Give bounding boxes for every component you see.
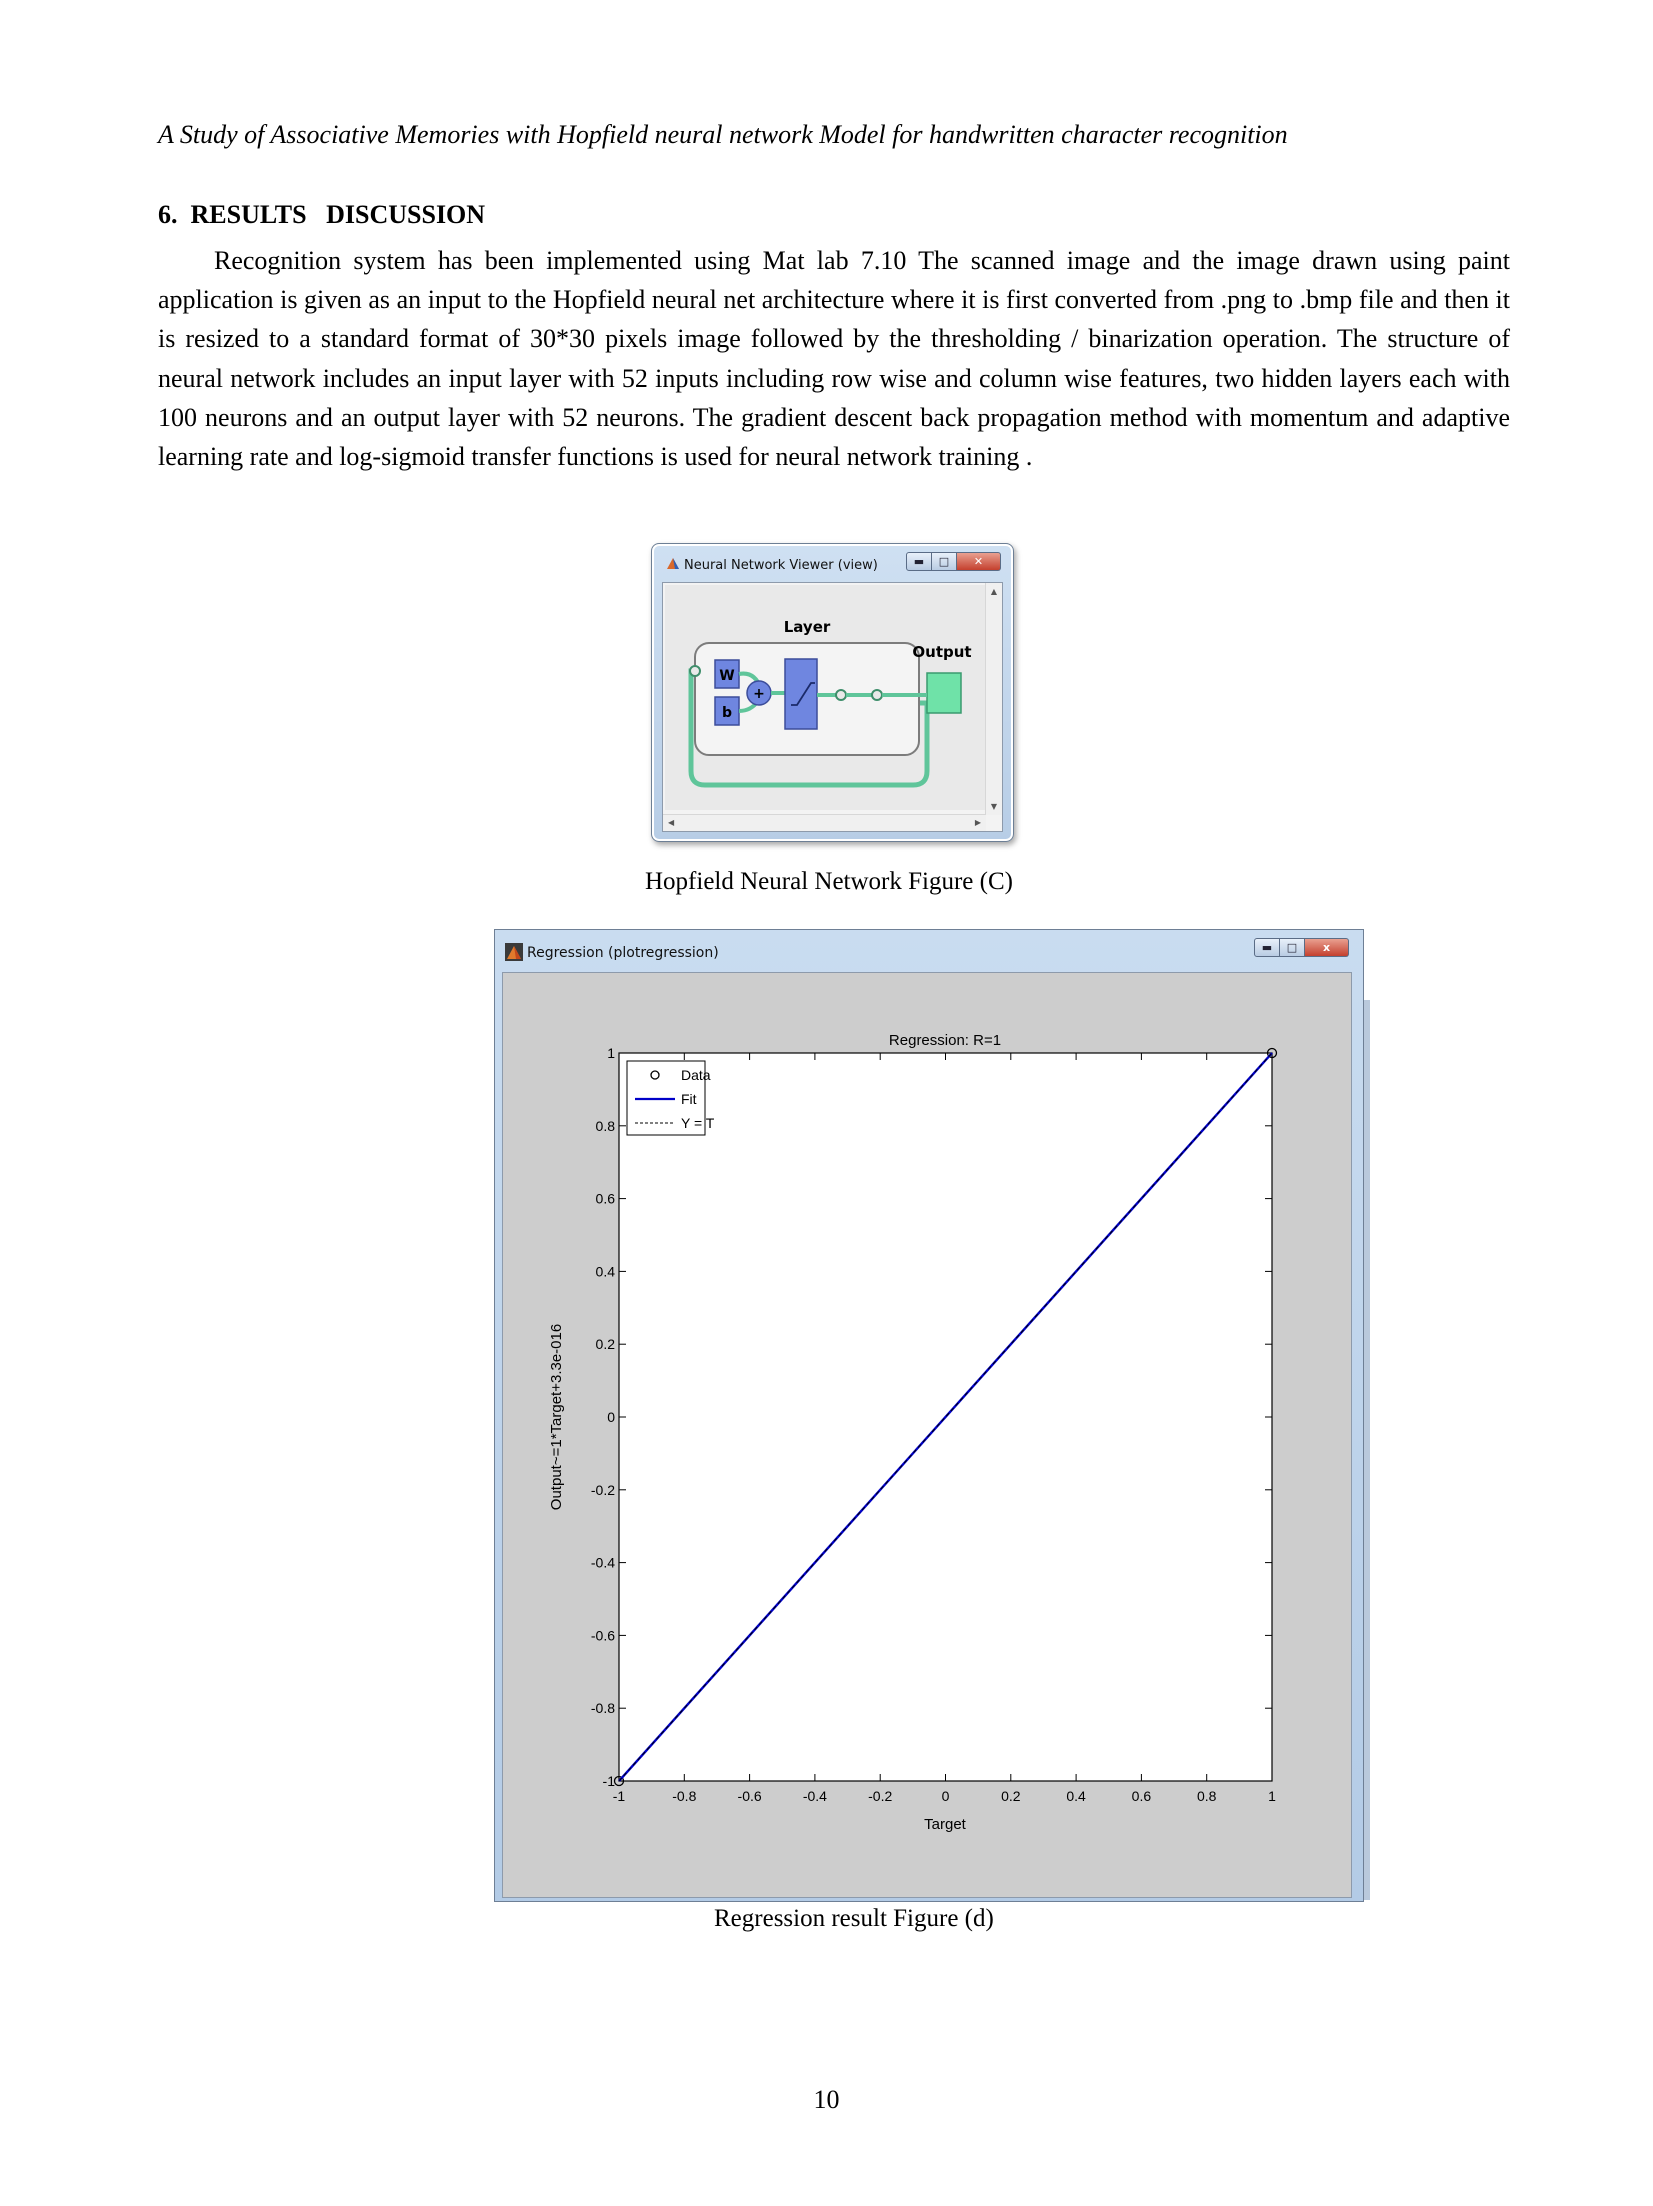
matlab-icon	[666, 556, 680, 575]
running-title: A Study of Associative Memories with Hop…	[158, 120, 1288, 149]
x-tick-label: 0.4	[1066, 1788, 1086, 1804]
vertical-scrollbar[interactable]: ▲ ▼	[985, 583, 1002, 815]
legend: Data Fit Y = T	[626, 1060, 715, 1136]
network-diagram: Layer W b +	[665, 585, 985, 810]
window-controls: ▬ □ ✕	[906, 552, 1001, 571]
y-tick-label: 1	[607, 1045, 615, 1061]
y-tick-label: 0.6	[596, 1191, 616, 1207]
scroll-right-icon[interactable]: ▶	[974, 818, 981, 827]
legend-marker	[650, 1070, 660, 1080]
results-paragraph: Recognition system has been implemented …	[158, 246, 1510, 472]
figure-c-caption: Hopfield Neural Network Figure (C)	[645, 868, 1013, 895]
data-point	[613, 1775, 625, 1787]
maximize-button[interactable]: □	[932, 552, 957, 571]
window-edge	[1364, 1000, 1370, 1900]
minimize-button[interactable]: ▬	[906, 552, 932, 571]
regression-figure-client: Regression: R=1 Target Output~=1*Target+…	[502, 972, 1352, 1898]
series-layer	[613, 1047, 1278, 1787]
window-controls: ▬ □ x	[1254, 938, 1349, 957]
x-tick-label: -0.4	[803, 1788, 827, 1804]
scroll-left-icon[interactable]: ◀	[668, 818, 675, 827]
horizontal-scrollbar[interactable]: ◀ ▶	[663, 814, 986, 831]
feedback-wire	[688, 695, 930, 788]
x-tick-label: 0.6	[1132, 1788, 1152, 1804]
close-button[interactable]: x	[1305, 938, 1349, 957]
y-tick-label: -0.6	[591, 1627, 615, 1643]
x-tick-label: 0.2	[1001, 1788, 1021, 1804]
regression-chart: Regression: R=1 Target Output~=1*Target+…	[548, 1032, 1278, 1833]
bias-block	[714, 696, 740, 726]
y-tick-label: 0.4	[596, 1263, 616, 1279]
axis-ticks: -1 -0.8 -0.6 -0.4 -0.2 0 0.2 0.4 0.6 0.8 1 -1 -0.8 -0…	[591, 1045, 1276, 1804]
scroll-down-icon[interactable]: ▼	[990, 802, 998, 811]
transfer-function-block	[784, 658, 818, 730]
legend-label: Data	[681, 1067, 711, 1083]
close-button[interactable]: ✕	[957, 552, 1001, 571]
x-tick-label: 0.8	[1197, 1788, 1217, 1804]
y-tick-label: -1	[603, 1773, 616, 1789]
minimize-icon: ▬	[1261, 941, 1273, 954]
section-heading: 6. RESULTS DISCUSSION	[158, 200, 486, 229]
x-tick-label: -1	[613, 1788, 626, 1804]
output-node	[835, 689, 847, 701]
identity-line	[618, 1052, 1273, 1782]
minimize-icon: ▬	[913, 555, 925, 568]
x-tick-label: -0.6	[738, 1788, 762, 1804]
close-icon: x	[1322, 941, 1331, 954]
legend-label: Y = T	[681, 1115, 715, 1131]
input-node	[689, 665, 701, 677]
nn-viewer-client: Layer W b +	[662, 582, 1003, 832]
y-tick-label: -0.2	[591, 1482, 615, 1498]
y-tick-label: 0.8	[596, 1118, 616, 1134]
y-tick-label: -0.4	[591, 1555, 615, 1571]
maximize-icon: □	[938, 555, 950, 568]
transfer-curve-icon	[791, 682, 815, 706]
close-icon: ✕	[973, 555, 984, 568]
window-title: Neural Network Viewer (view)	[684, 558, 878, 573]
y-tick-label: 0	[607, 1409, 615, 1425]
scroll-up-icon[interactable]: ▲	[990, 587, 998, 596]
output-label: Output	[912, 643, 971, 661]
matlab-icon	[505, 943, 523, 965]
page-number: 10	[813, 2085, 840, 2114]
output-block	[926, 672, 962, 714]
figure-d-caption: Regression result Figure (d)	[714, 1905, 994, 1932]
x-tick-label: -0.2	[868, 1788, 892, 1804]
maximize-icon: □	[1286, 941, 1298, 954]
x-tick-label: 0	[942, 1788, 950, 1804]
sum-label: +	[753, 686, 765, 702]
regression-window: Regression (plotregression) ▬ □ x Regres…	[494, 929, 1364, 1902]
maximize-button[interactable]: □	[1280, 938, 1305, 957]
data-point	[1266, 1047, 1278, 1059]
x-tick-label: -0.8	[672, 1788, 696, 1804]
bias-label: b	[722, 705, 732, 721]
output-node-2	[871, 689, 883, 701]
y-tick-label: -0.8	[591, 1700, 615, 1716]
window-title: Regression (plotregression)	[527, 945, 719, 961]
legend-label: Fit	[681, 1091, 697, 1107]
minimize-button[interactable]: ▬	[1254, 938, 1280, 957]
y-axis-label: Output~=1*Target+3.3e-016	[548, 1324, 565, 1510]
weight-block	[714, 659, 740, 689]
y-tick-label: 0.2	[596, 1336, 616, 1352]
chart-title: Regression: R=1	[889, 1032, 1001, 1049]
nn-viewer-window: Neural Network Viewer (view) ▬ □ ✕ Layer…	[651, 543, 1014, 842]
x-axis-label: Target	[924, 1816, 967, 1833]
weight-label: W	[719, 668, 734, 684]
x-tick-label: 1	[1268, 1788, 1276, 1804]
layer-label: Layer	[784, 618, 831, 636]
